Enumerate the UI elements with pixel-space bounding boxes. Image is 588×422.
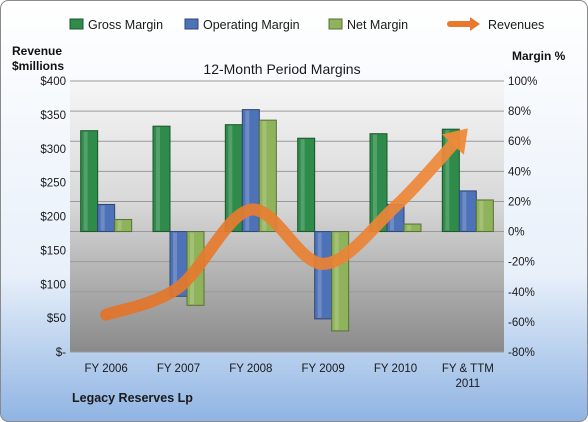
bar-highlight <box>173 232 177 296</box>
bar-highlight <box>262 121 267 231</box>
legend-label: Revenues <box>488 18 544 32</box>
left-axis-title-line: Revenue <box>12 44 62 58</box>
left-axis-title-line: $millions <box>12 59 64 73</box>
right-tick-label: -40% <box>508 287 535 299</box>
legend-swatch <box>470 17 480 31</box>
revenue-layer <box>100 128 468 321</box>
bar-highlight <box>300 139 305 231</box>
bar-highlight <box>334 232 339 330</box>
x-tick-label-line: FY 2010 <box>374 363 417 375</box>
bar <box>475 199 494 233</box>
x-tick-label-line: FY 2007 <box>157 363 200 375</box>
left-tick-label: $250 <box>40 178 66 190</box>
bar-highlight <box>479 200 484 231</box>
right-axis-ticks: -80% -60% -40% -20% 0% 20% 40% 60% 80% 100% <box>508 76 537 359</box>
bar-highlight <box>100 205 105 231</box>
bar <box>114 219 133 233</box>
legend-swatch <box>69 18 84 30</box>
legend-label: Net Margin <box>347 18 408 32</box>
right-tick-label: -20% <box>508 257 535 269</box>
left-axis-ticks: $- $50 $100 $150 $200 $250 $300 $350 $400 <box>40 76 66 359</box>
legend-label: Gross Margin <box>88 18 163 32</box>
left-tick-label: $400 <box>40 76 66 88</box>
bar <box>458 190 477 233</box>
legend-label: Operating Margin <box>203 18 300 32</box>
right-tick-label: 20% <box>508 196 531 208</box>
x-tick-label: FY & TTM 2011 <box>442 363 494 390</box>
x-tick-label: FY 2006 <box>85 363 128 375</box>
bar-highlight <box>156 127 160 231</box>
bar <box>403 223 422 233</box>
left-tick-label: $- <box>56 347 66 359</box>
revenue-arrowhead <box>441 128 468 155</box>
left-tick-label: $50 <box>47 313 66 325</box>
left-tick-label: $200 <box>40 212 66 224</box>
x-tick-label-line: FY 2006 <box>85 363 128 375</box>
bar-highlight <box>117 220 122 231</box>
left-tick-label: $150 <box>40 245 66 257</box>
left-tick-label: $300 <box>40 144 66 156</box>
left-axis-title: Revenue $millions <box>12 44 65 73</box>
bar <box>152 125 171 233</box>
left-tick-label: $350 <box>40 110 66 122</box>
right-tick-label: 100% <box>508 76 537 88</box>
right-tick-label: 0% <box>508 227 525 239</box>
x-tick-label-line: FY 2008 <box>229 363 272 375</box>
right-tick-label: -60% <box>508 317 535 329</box>
bar-highlight <box>83 131 88 231</box>
legend-swatch <box>184 18 199 30</box>
bar-highlight <box>445 130 450 231</box>
revenue-line <box>100 138 459 321</box>
bar <box>297 137 316 233</box>
legend: Gross Margin Operating Margin Net Margin Re… <box>69 17 544 32</box>
chart-title: 12-Month Period Margins <box>203 61 360 77</box>
legend-swatch <box>328 18 343 30</box>
bar-highlight <box>462 191 467 231</box>
x-tick-label: FY 2007 <box>157 363 200 375</box>
gridlines <box>70 80 504 353</box>
bar-highlight <box>373 134 377 231</box>
company-name: Legacy Reserves Lp <box>72 391 193 405</box>
left-tick-label: $100 <box>40 279 66 291</box>
x-tick-label: FY 2010 <box>374 363 417 375</box>
right-tick-label: 80% <box>508 106 531 118</box>
x-tick-label-line: 2011 <box>455 378 480 390</box>
x-tick-label-line: FY & TTM <box>442 363 494 375</box>
x-tick-label: FY 2009 <box>302 363 345 375</box>
bar-highlight <box>228 125 233 231</box>
right-tick-label: 60% <box>508 136 531 148</box>
bar <box>314 231 333 320</box>
right-tick-label: 40% <box>508 166 531 178</box>
right-tick-label: -80% <box>508 347 535 359</box>
bar <box>331 231 350 332</box>
bar-highlight <box>317 232 322 318</box>
x-tick-label: FY 2008 <box>229 363 272 375</box>
bar <box>258 119 277 233</box>
bar <box>80 130 99 233</box>
bar-highlight <box>245 110 250 231</box>
right-axis-title: Margin % <box>512 49 566 63</box>
x-axis-ticks: FY 2006 FY 2007 FY 2008 FY 2009 FY 2010 FY & … <box>85 363 494 390</box>
bar <box>97 203 116 233</box>
x-tick-label-line: FY 2009 <box>302 363 345 375</box>
bar-highlight <box>407 225 411 231</box>
